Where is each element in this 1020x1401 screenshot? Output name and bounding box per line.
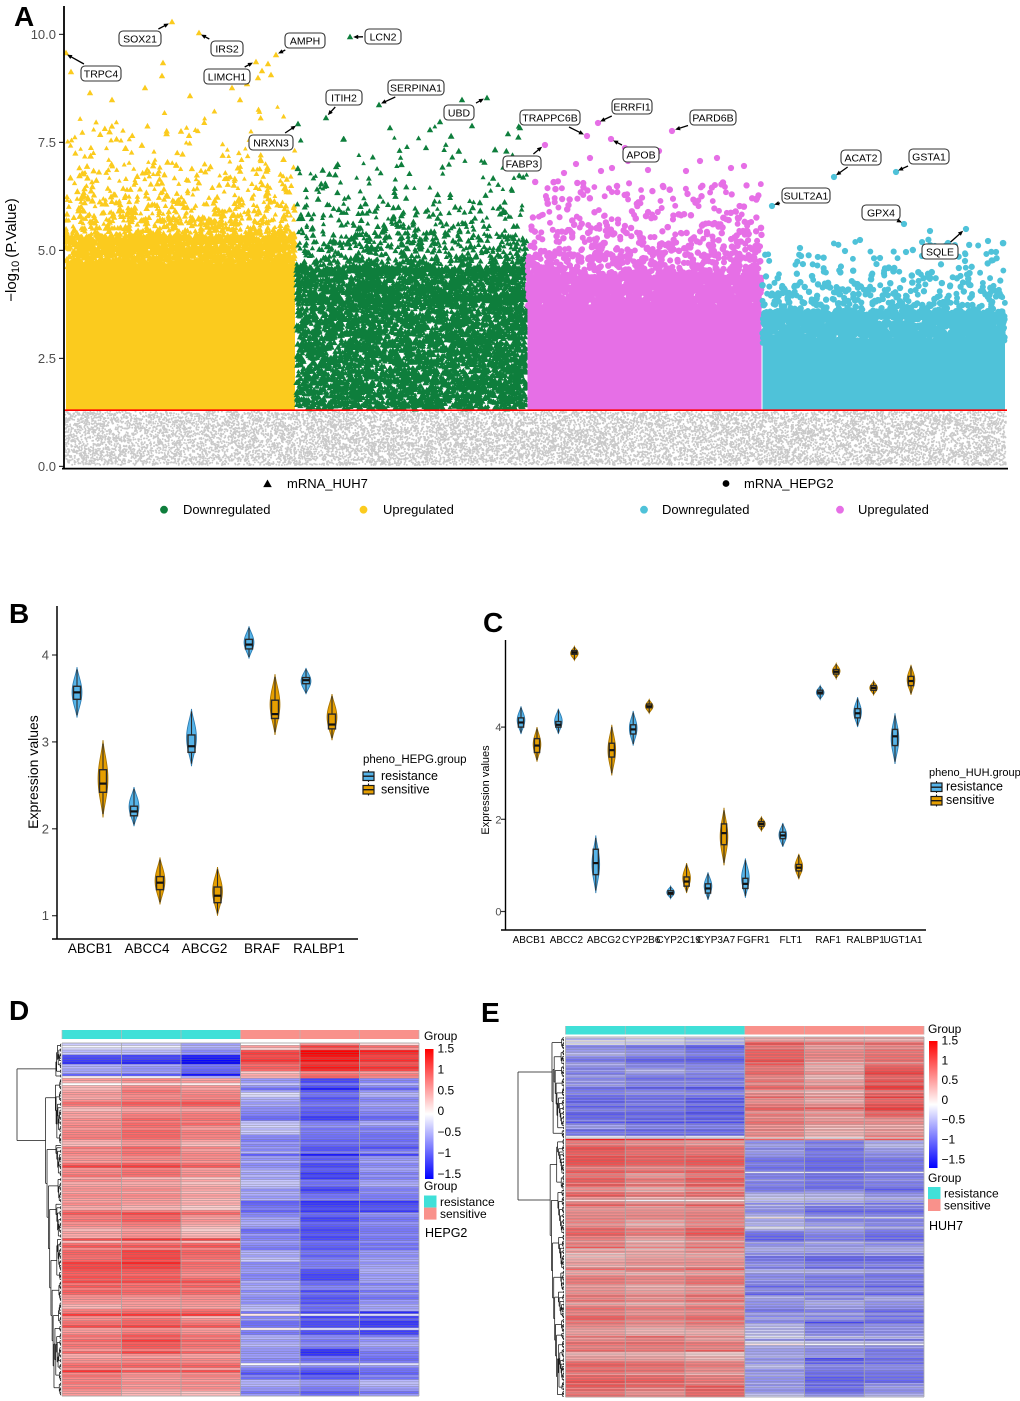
svg-text:CYP3A7: CYP3A7 <box>697 935 736 946</box>
svg-text:3: 3 <box>42 734 49 749</box>
svg-text:mRNA_HEPG2: mRNA_HEPG2 <box>744 476 834 491</box>
svg-text:Group: Group <box>928 1171 962 1185</box>
svg-text:GPX4: GPX4 <box>867 208 895 220</box>
svg-text:CYP2C19: CYP2C19 <box>656 935 701 946</box>
svg-text:−log10 (P.Value): −log10 (P.Value) <box>3 198 22 302</box>
svg-text:D: D <box>9 995 29 1026</box>
svg-text:SOX21: SOX21 <box>123 34 157 46</box>
svg-text:0: 0 <box>495 907 501 919</box>
svg-text:NRXN3: NRXN3 <box>253 138 289 150</box>
svg-text:FLT1: FLT1 <box>779 935 802 946</box>
svg-text:pheno_HUH.group: pheno_HUH.group <box>929 767 1020 779</box>
svg-text:IRS2: IRS2 <box>215 44 239 56</box>
svg-text:0.0: 0.0 <box>38 459 56 474</box>
svg-text:10.0: 10.0 <box>31 27 56 42</box>
svg-text:resistance: resistance <box>381 769 438 783</box>
svg-text:Group: Group <box>928 1022 962 1036</box>
svg-text:0: 0 <box>942 1093 949 1107</box>
svg-text:ACAT2: ACAT2 <box>844 153 877 165</box>
svg-text:Upregulated: Upregulated <box>858 502 929 517</box>
svg-text:−0.5: −0.5 <box>438 1125 462 1139</box>
svg-text:resistance: resistance <box>946 780 1003 794</box>
svg-text:Upregulated: Upregulated <box>383 502 454 517</box>
svg-text:0: 0 <box>438 1104 445 1118</box>
svg-text:FABP3: FABP3 <box>506 159 539 171</box>
svg-text:ABCC2: ABCC2 <box>550 935 584 946</box>
svg-text:5.0: 5.0 <box>38 243 56 258</box>
svg-text:RALBP1: RALBP1 <box>846 935 885 946</box>
svg-text:LCN2: LCN2 <box>370 32 397 44</box>
svg-text:UGT1A1: UGT1A1 <box>884 935 923 946</box>
svg-text:Downregulated: Downregulated <box>183 502 270 517</box>
svg-text:ABCC4: ABCC4 <box>124 941 170 956</box>
svg-text:1.5: 1.5 <box>942 1034 959 1048</box>
svg-text:4: 4 <box>495 722 501 734</box>
svg-text:HUH7: HUH7 <box>929 1219 963 1233</box>
svg-text:C: C <box>483 607 503 638</box>
svg-text:APOB: APOB <box>626 150 655 162</box>
svg-text:ABCB1: ABCB1 <box>68 941 112 956</box>
svg-text:0.5: 0.5 <box>438 1083 455 1097</box>
svg-text:GSTA1: GSTA1 <box>912 152 946 164</box>
svg-text:−0.5: −0.5 <box>942 1113 966 1127</box>
svg-text:2: 2 <box>495 814 501 826</box>
svg-text:−1.5: −1.5 <box>942 1152 966 1166</box>
svg-text:Expression values: Expression values <box>480 745 492 835</box>
svg-text:RAF1: RAF1 <box>815 935 841 946</box>
svg-text:4: 4 <box>42 648 49 663</box>
svg-text:sensitive: sensitive <box>381 783 430 797</box>
svg-text:−1: −1 <box>942 1133 956 1147</box>
svg-text:ITIH2: ITIH2 <box>331 93 357 105</box>
svg-text:CYP2B6: CYP2B6 <box>622 935 661 946</box>
svg-text:resistance: resistance <box>944 1187 999 1201</box>
svg-text:RALBP1: RALBP1 <box>293 941 345 956</box>
svg-text:2: 2 <box>42 821 49 836</box>
svg-text:resistance: resistance <box>440 1195 495 1209</box>
svg-text:LIMCH1: LIMCH1 <box>208 72 247 84</box>
svg-text:B: B <box>9 598 29 629</box>
svg-text:sensitive: sensitive <box>440 1207 487 1221</box>
svg-text:Downregulated: Downregulated <box>662 502 749 517</box>
svg-text:BRAF: BRAF <box>244 941 280 956</box>
svg-text:Group: Group <box>424 1179 458 1193</box>
svg-text:UBD: UBD <box>448 108 471 120</box>
svg-text:PARD6B: PARD6B <box>692 113 733 125</box>
svg-text:ABCG2: ABCG2 <box>182 941 228 956</box>
svg-text:ABCG2: ABCG2 <box>587 935 621 946</box>
svg-text:pheno_HEPG.group: pheno_HEPG.group <box>363 754 467 766</box>
svg-text:Expression values: Expression values <box>25 715 41 829</box>
svg-text:2.5: 2.5 <box>38 351 56 366</box>
svg-text:7.5: 7.5 <box>38 135 56 150</box>
svg-text:TRPC4: TRPC4 <box>84 69 119 81</box>
svg-text:1: 1 <box>438 1062 445 1076</box>
svg-text:1.5: 1.5 <box>438 1042 455 1056</box>
svg-text:sensitive: sensitive <box>944 1199 991 1213</box>
svg-text:0.5: 0.5 <box>942 1073 959 1087</box>
svg-text:TRAPPC6B: TRAPPC6B <box>522 113 577 125</box>
svg-text:Group: Group <box>424 1029 458 1043</box>
svg-text:HEPG2: HEPG2 <box>425 1226 467 1240</box>
svg-text:AMPH: AMPH <box>290 36 320 48</box>
svg-text:ERRFI1: ERRFI1 <box>613 102 651 114</box>
svg-text:1: 1 <box>42 908 49 923</box>
svg-text:SULT2A1: SULT2A1 <box>784 191 829 203</box>
svg-text:A: A <box>14 1 34 32</box>
svg-text:−1: −1 <box>438 1146 452 1160</box>
svg-text:E: E <box>481 997 500 1028</box>
svg-text:sensitive: sensitive <box>946 793 995 807</box>
svg-text:1: 1 <box>942 1053 949 1067</box>
svg-text:ABCB1: ABCB1 <box>513 935 546 946</box>
svg-text:SQLE: SQLE <box>926 247 954 259</box>
svg-text:SERPINA1: SERPINA1 <box>390 83 442 95</box>
svg-text:FGFR1: FGFR1 <box>737 935 770 946</box>
svg-text:mRNA_HUH7: mRNA_HUH7 <box>287 476 368 491</box>
svg-text:−1.5: −1.5 <box>438 1167 462 1181</box>
